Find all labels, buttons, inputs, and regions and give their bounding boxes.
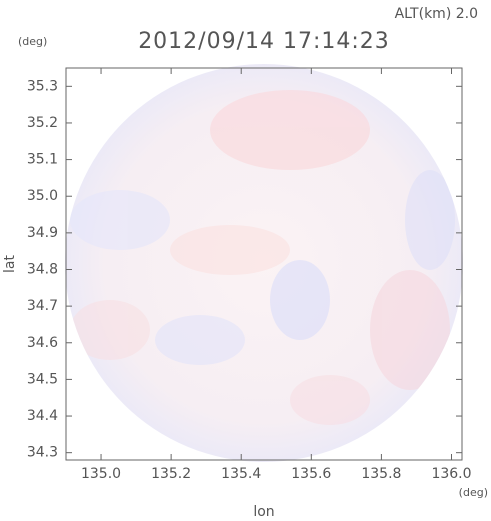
y-tick-label: 34.7 xyxy=(27,298,58,314)
y-tick-label: 35.0 xyxy=(27,188,58,204)
y-tick-label: 34.9 xyxy=(27,225,58,241)
y-tick-label: 35.1 xyxy=(27,152,58,168)
x-tick-label: 135.4 xyxy=(221,466,261,482)
chart-title: 2012/09/14 17:14:23 xyxy=(138,29,390,54)
x-unit: (deg) xyxy=(459,486,488,499)
y-axis-label: lat xyxy=(2,255,18,273)
x-tick-label: 135.2 xyxy=(151,466,191,482)
x-tick-label: 135.6 xyxy=(291,466,331,482)
y-tick-label: 34.6 xyxy=(27,335,58,351)
plot-frame xyxy=(65,67,463,461)
altitude-label: ALT(km) 2.0 xyxy=(395,6,478,22)
y-tick-label: 35.3 xyxy=(27,78,58,94)
radar-field xyxy=(65,64,463,462)
x-tick-label: 135.8 xyxy=(361,466,401,482)
y-tick-label: 35.2 xyxy=(27,115,58,131)
y-tick-label: 34.3 xyxy=(27,445,58,461)
x-tick-label: 135.0 xyxy=(81,466,121,482)
y-unit: (deg) xyxy=(18,35,47,48)
x-axis-label: lon xyxy=(253,504,274,520)
y-tick-label: 34.4 xyxy=(27,408,58,424)
y-tick-label: 34.5 xyxy=(27,371,58,387)
y-tick-label: 34.8 xyxy=(27,261,58,277)
x-tick-label: 136.0 xyxy=(431,466,471,482)
